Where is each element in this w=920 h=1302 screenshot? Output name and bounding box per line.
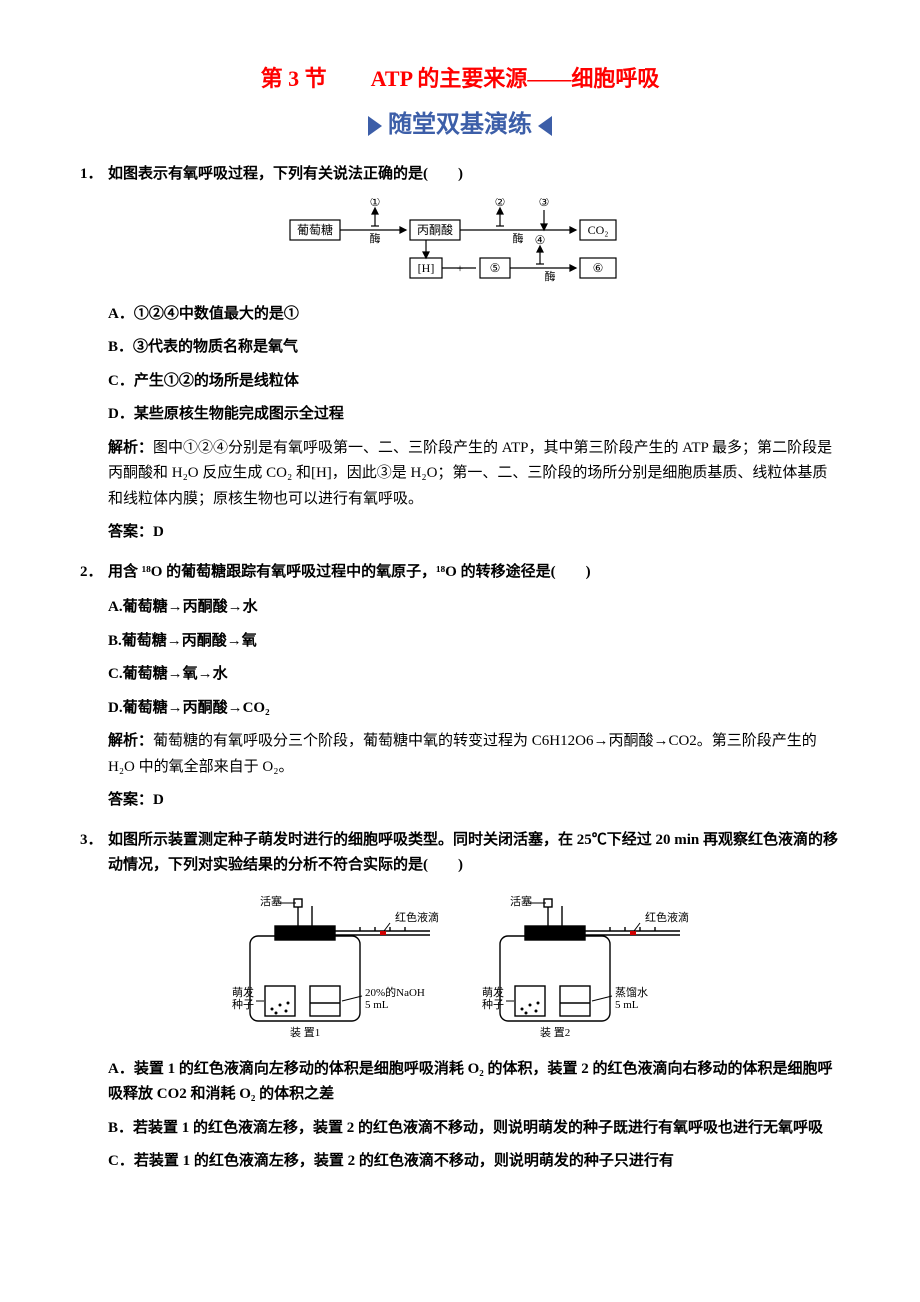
label-c3: ③	[539, 198, 550, 209]
explain-label: 解析：	[108, 440, 153, 456]
option: C.葡萄糖→氧→水	[108, 662, 840, 688]
option: A．装置 1 的红色液滴向左移动的体积是细胞呼吸消耗 O₂ 的体积，装置 2 的…	[108, 1057, 840, 1108]
option: B．若装置 1 的红色液滴左移，装置 2 的红色液滴不移动，则说明萌发的种子既进…	[108, 1116, 840, 1142]
answer: 答案：D	[108, 520, 840, 546]
label-c6: ⑥	[593, 261, 604, 275]
label-device1: 装 置1	[290, 1026, 320, 1039]
label-c5: ⑤	[490, 261, 501, 275]
label-c2: ②	[495, 198, 506, 209]
option: A.葡萄糖→丙酮酸→水	[108, 595, 840, 621]
label-naoh: 20%的NaOH5 mL	[365, 985, 425, 1011]
question-stem: 如图所示装置测定种子萌发时进行的细胞呼吸类型。同时关闭活塞，在 25℃下经过 2…	[108, 828, 840, 879]
option: C．产生①②的场所是线粒体	[108, 369, 840, 395]
label-drop: 红色液滴	[645, 910, 689, 924]
answer-label: 答案：	[108, 524, 153, 540]
label-co2: CO₂	[588, 223, 609, 237]
page-title: 第 3 节 ATP 的主要来源——细胞呼吸	[80, 60, 840, 97]
label-h: [H]	[418, 261, 435, 275]
question-number: 1．	[80, 162, 108, 188]
explanation: 解析：图中①②④分别是有氧呼吸第一、二、三阶段产生的 ATP，其中第三阶段产生的…	[108, 436, 840, 513]
label-stopper: 活塞	[260, 894, 282, 908]
label-c4: ④	[535, 233, 546, 247]
triangle-left-icon	[368, 116, 382, 136]
option: B．③代表的物质名称是氧气	[108, 335, 840, 361]
answer-text: D	[153, 792, 164, 808]
option: C．若装置 1 的红色液滴左移，装置 2 的红色液滴不移动，则说明萌发的种子只进…	[108, 1149, 840, 1175]
explanation: 解析：葡萄糖的有氧呼吸分三个阶段，葡萄糖中氧的转变过程为 C6H12O6→丙酮酸…	[108, 729, 840, 780]
question-number: 3．	[80, 828, 108, 879]
option: D.葡萄糖→丙酮酸→CO₂	[108, 696, 840, 722]
subtitle: 随堂双基演练	[388, 105, 532, 146]
figure-apparatus: 活塞 红色液滴 萌发种子 20%的NaOH5 mL 装 置1	[230, 891, 690, 1041]
option: B.葡萄糖→丙酮酸→氧	[108, 629, 840, 655]
label-enzyme: 酶	[545, 270, 556, 283]
question-1: 1． 如图表示有氧呼吸过程，下列有关说法正确的是( )	[80, 162, 840, 188]
label-plus: +	[457, 261, 464, 275]
option: A．①②④中数值最大的是①	[108, 302, 840, 328]
label-pyruvate: 丙酮酸	[417, 222, 453, 237]
question-2: 2． 用含 ¹⁸O 的葡萄糖跟踪有氧呼吸过程中的氧原子，¹⁸O 的转移途径是( …	[80, 560, 840, 586]
label-enzyme: 酶	[370, 232, 381, 245]
subtitle-row: 随堂双基演练	[80, 105, 840, 146]
answer-text: D	[153, 524, 164, 540]
question-stem: 用含 ¹⁸O 的葡萄糖跟踪有氧呼吸过程中的氧原子，¹⁸O 的转移途径是( )	[108, 560, 840, 586]
explain-label: 解析：	[108, 733, 153, 749]
option: D．某些原核生物能完成图示全过程	[108, 402, 840, 428]
explain-text: 葡萄糖的有氧呼吸分三个阶段，葡萄糖中氧的转变过程为 C6H12O6→丙酮酸→CO…	[108, 733, 817, 775]
answer-label: 答案：	[108, 792, 153, 808]
label-stopper: 活塞	[510, 894, 532, 908]
label-device2: 装 置2	[540, 1026, 570, 1039]
apparatus-1: 活塞 红色液滴 萌发种子 20%的NaOH5 mL 装 置1	[230, 891, 440, 1041]
explain-text: 图中①②④分别是有氧呼吸第一、二、三阶段产生的 ATP，其中第三阶段产生的 AT…	[108, 440, 832, 507]
apparatus-2: 活塞 红色液滴 萌发种子 蒸馏水5 mL 装 置2	[480, 891, 690, 1041]
label-seed: 萌发种子	[482, 985, 504, 1011]
figure-respiration-diagram: 葡萄糖 丙酮酸 CO₂ [H] + ⑤ ⑥ ① ② ③ ④ 酶 酶 酶	[280, 198, 640, 288]
label-water: 蒸馏水5 mL	[615, 985, 648, 1011]
label-glucose: 葡萄糖	[297, 222, 333, 237]
label-c1: ①	[370, 198, 381, 209]
label-seed: 萌发种子	[232, 985, 254, 1011]
question-number: 2．	[80, 560, 108, 586]
label-enzyme: 酶	[513, 232, 524, 245]
answer: 答案：D	[108, 788, 840, 814]
label-drop: 红色液滴	[395, 910, 439, 924]
question-stem: 如图表示有氧呼吸过程，下列有关说法正确的是( )	[108, 162, 840, 188]
question-3: 3． 如图所示装置测定种子萌发时进行的细胞呼吸类型。同时关闭活塞，在 25℃下经…	[80, 828, 840, 879]
triangle-right-icon	[538, 116, 552, 136]
